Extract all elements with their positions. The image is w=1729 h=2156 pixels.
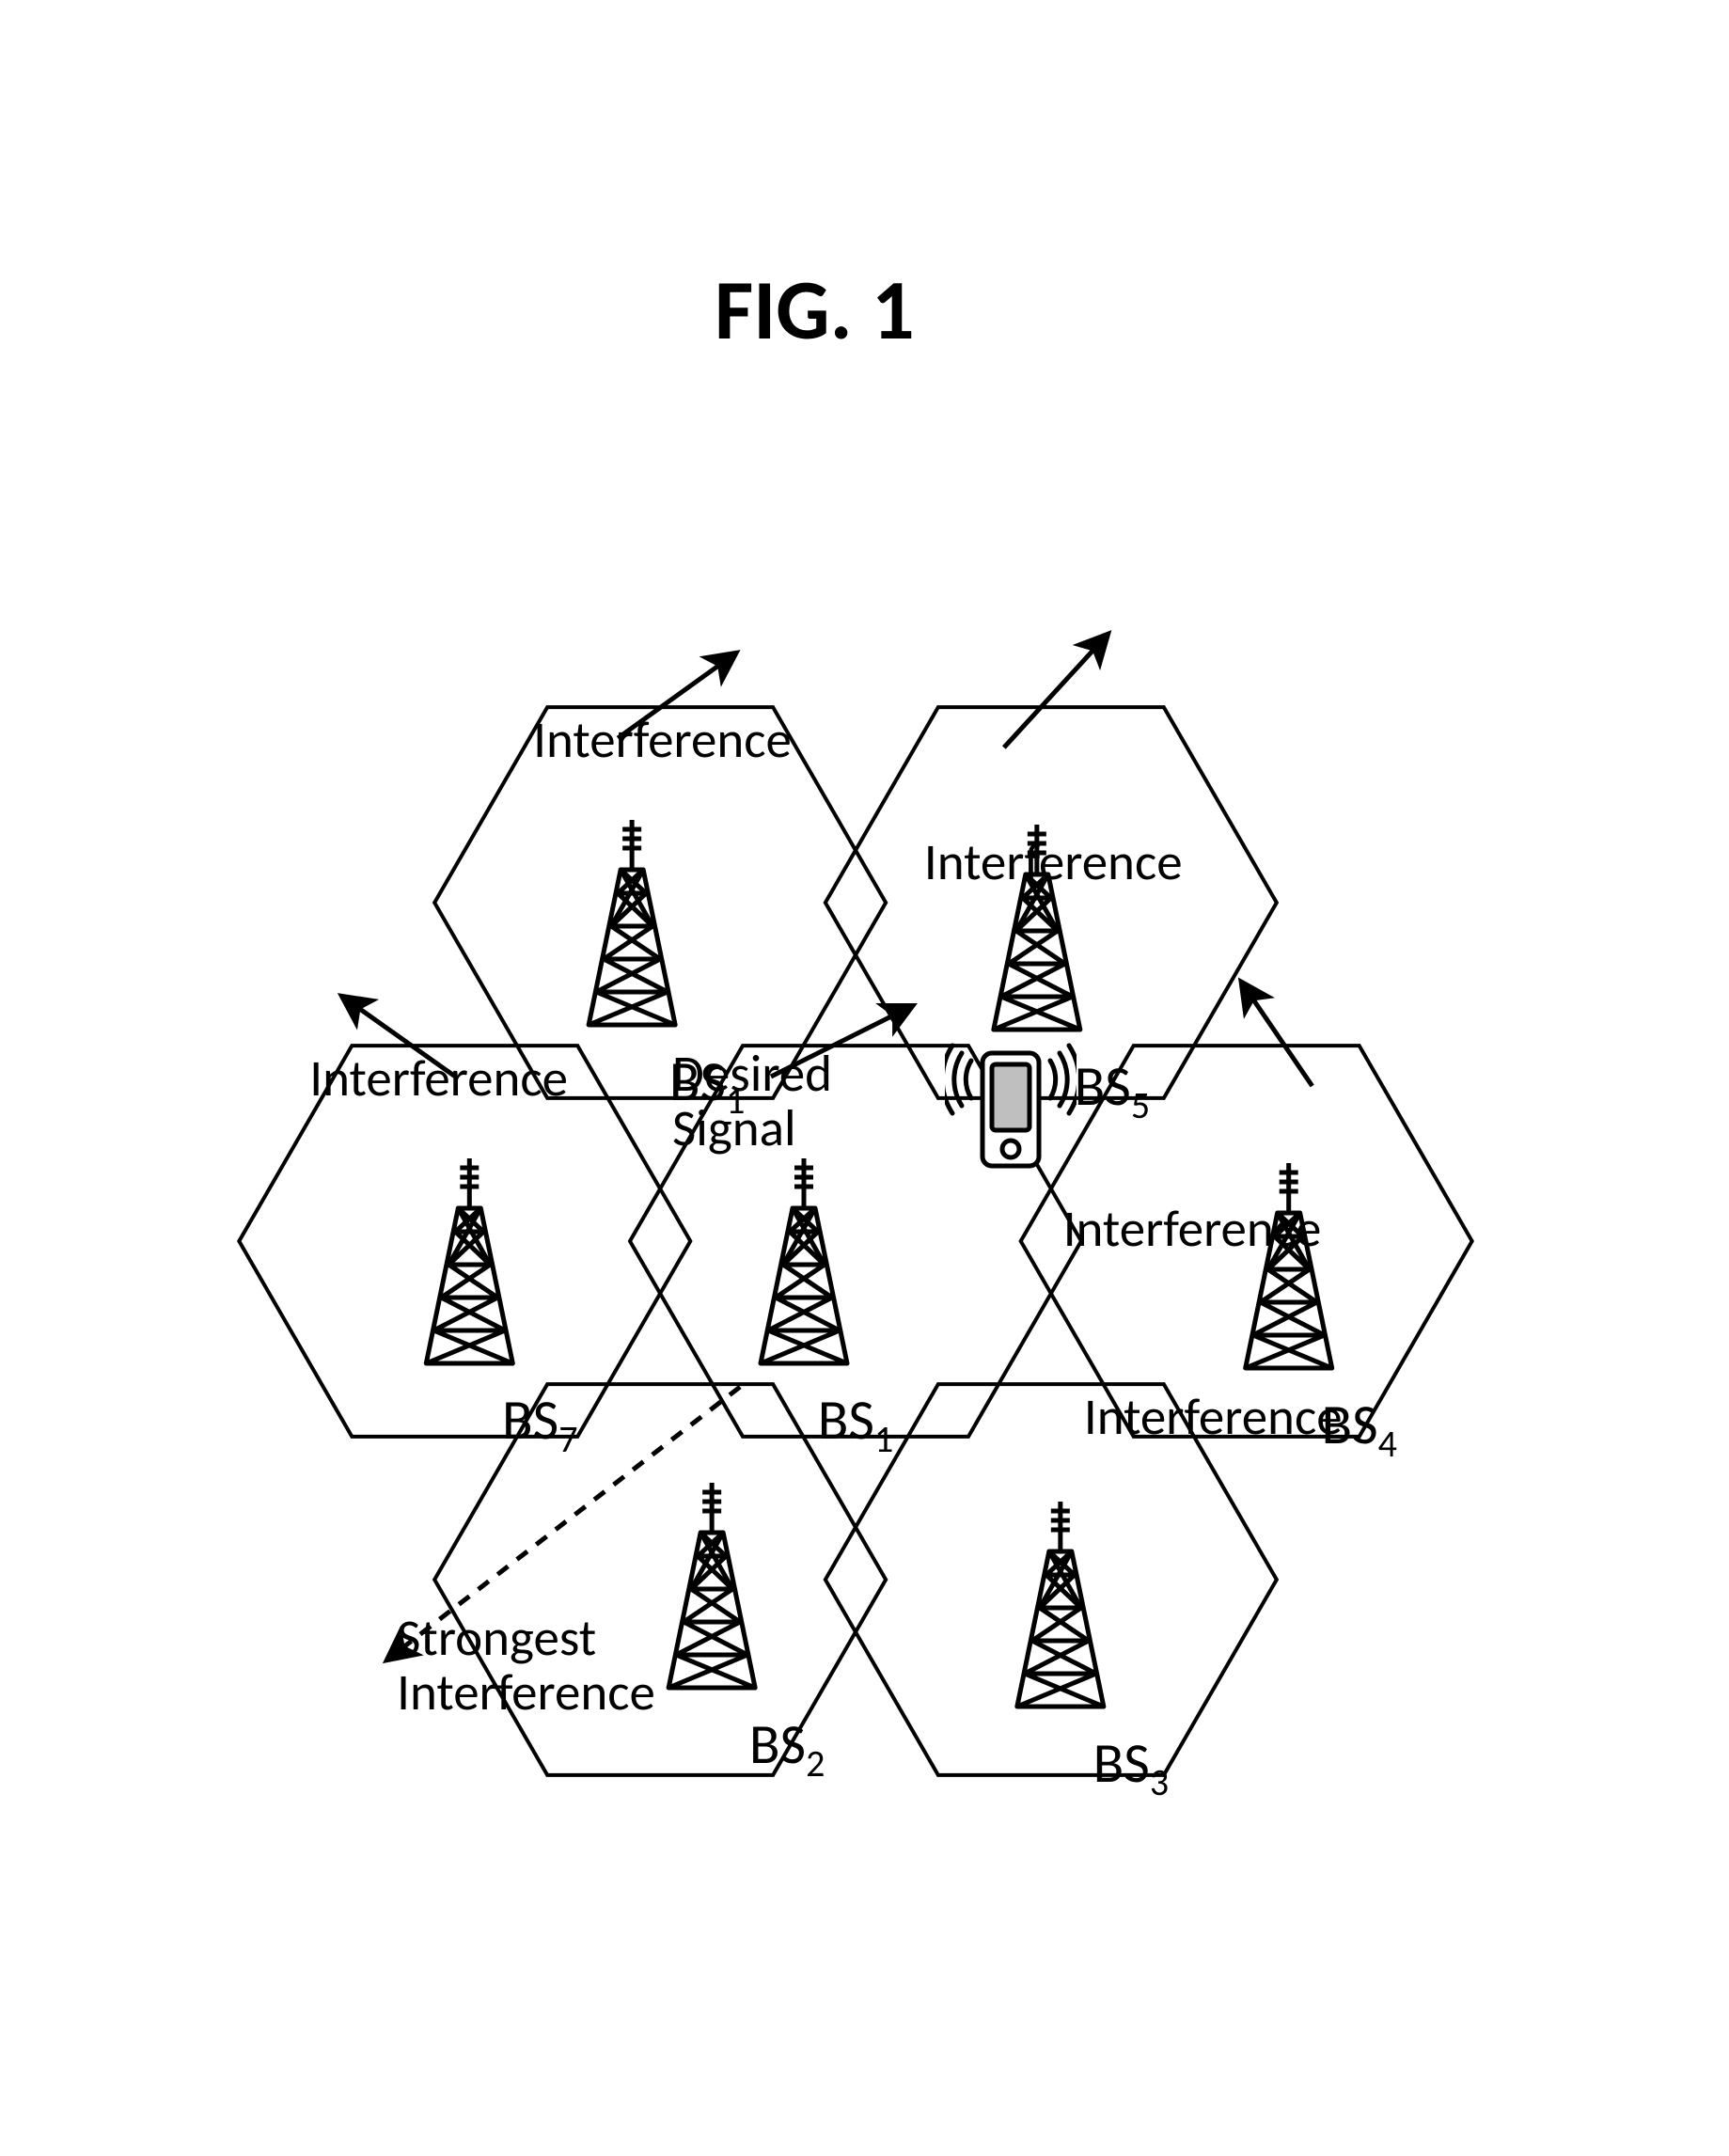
hex-cell-bottom-left xyxy=(825,707,1277,1098)
tower-icon xyxy=(1017,1502,1104,1707)
tower-icon xyxy=(426,1158,512,1363)
tower-icon xyxy=(761,1158,847,1363)
bs-label: BS5 xyxy=(1075,1052,1151,1128)
signal-arrow xyxy=(1004,635,1108,748)
page: FIG. 1 xyxy=(0,0,1729,2156)
cell-label: Interference xyxy=(1063,1197,1322,1260)
tower-icon xyxy=(668,1483,755,1688)
cell-diagram: BS1DesiredSignalBS1InterferenceBS7Interf… xyxy=(0,0,1729,2156)
cell-label: StrongestInterference xyxy=(397,1606,655,1723)
tower-icon xyxy=(589,820,675,1025)
bs-label: BS3 xyxy=(1093,1729,1170,1805)
tower-icon xyxy=(1246,1163,1332,1368)
ue-device-icon xyxy=(942,1046,1078,1166)
bs-label: BS2 xyxy=(749,1710,825,1786)
cell-label: Interference xyxy=(924,830,1183,893)
bs-label: BS4 xyxy=(1321,1391,1397,1467)
bs-label: BS1 xyxy=(818,1386,894,1462)
cell-label: Interference xyxy=(309,1047,568,1109)
cell-label: Interference xyxy=(533,708,792,771)
signal-arrow xyxy=(1242,983,1312,1086)
